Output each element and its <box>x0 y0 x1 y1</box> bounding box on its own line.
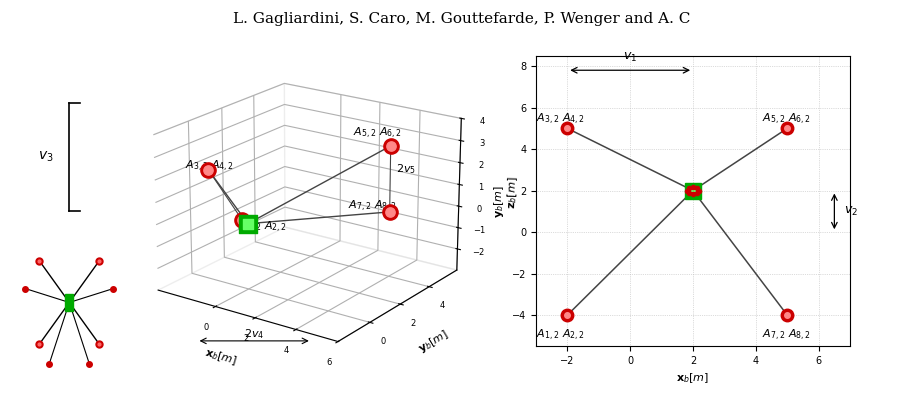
Y-axis label: $\mathbf{y}_b[m]$: $\mathbf{y}_b[m]$ <box>492 184 506 218</box>
Text: $A_{1,2}\ A_{2,2}$: $A_{1,2}\ A_{2,2}$ <box>536 328 585 343</box>
Text: $v_3$: $v_3$ <box>39 150 54 164</box>
Text: $v_2$: $v_2$ <box>844 205 857 218</box>
Bar <box>66 294 73 311</box>
Text: $A_{7,2}\ A_{8,2}$: $A_{7,2}\ A_{8,2}$ <box>762 328 811 343</box>
Text: $2v_4$: $2v_4$ <box>244 328 264 341</box>
X-axis label: $\mathbf{x}_b[m]$: $\mathbf{x}_b[m]$ <box>203 345 238 368</box>
Text: $v_1$: $v_1$ <box>623 51 638 64</box>
Y-axis label: $\mathbf{y}_b[m]$: $\mathbf{y}_b[m]$ <box>416 327 452 356</box>
Text: $A_{5,2}\ A_{6,2}$: $A_{5,2}\ A_{6,2}$ <box>762 112 811 127</box>
Text: $A_{3,2}\ A_{4,2}$: $A_{3,2}\ A_{4,2}$ <box>536 112 585 127</box>
X-axis label: $\mathbf{x}_b[m]$: $\mathbf{x}_b[m]$ <box>676 372 710 385</box>
Text: L. Gagliardini, S. Caro, M. Gouttefarde, P. Wenger and A. C: L. Gagliardini, S. Caro, M. Gouttefarde,… <box>234 12 690 26</box>
